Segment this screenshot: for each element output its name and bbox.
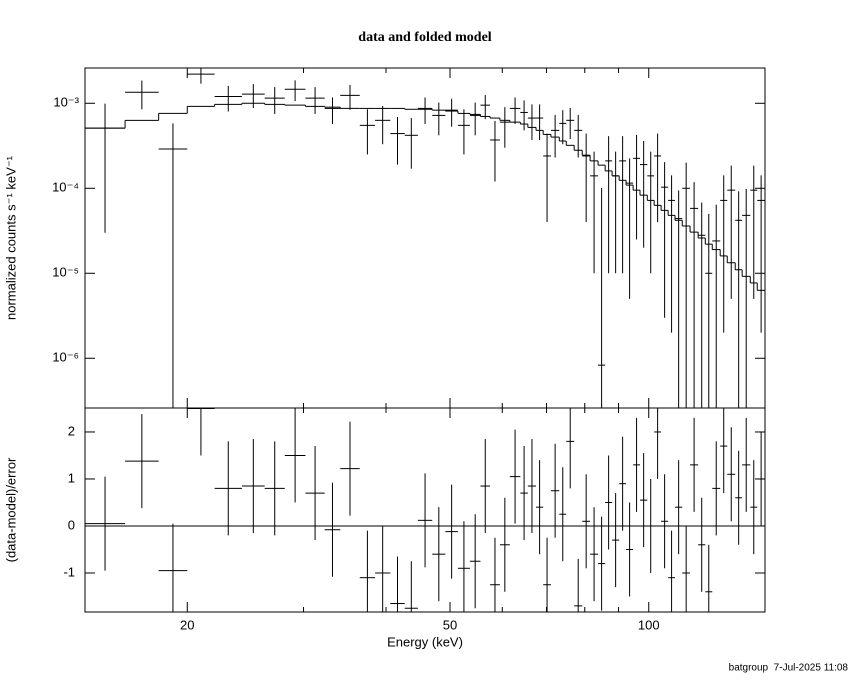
residual-y-tick-label: 1	[68, 470, 75, 485]
y-axis-label: normalized counts s⁻¹ keV⁻¹	[3, 155, 18, 320]
y-tick-label: 10⁻⁵	[52, 265, 79, 280]
y-tick-label: 10⁻⁶	[52, 350, 79, 365]
x-tick-label: 100	[638, 617, 660, 632]
chart-title: data and folded model	[358, 30, 492, 45]
x-axis-label: Energy (keV)	[387, 634, 463, 649]
x-tick-label: 50	[443, 617, 457, 632]
footer: batgroup 7-Jul-2025 11:08	[729, 663, 849, 674]
x-tick-label: 20	[180, 617, 194, 632]
residual-panel	[85, 408, 765, 612]
residual-axis-label: (data-model)/error	[3, 457, 18, 562]
residual-y-tick-label: -1	[63, 564, 75, 579]
spectrum-panel	[85, 68, 765, 408]
residual-y-tick-label: 0	[68, 517, 75, 532]
bottom-frame	[84, 407, 766, 613]
y-tick-label: 10⁻⁴	[52, 180, 79, 195]
y-tick-label: 10⁻³	[53, 95, 79, 110]
residual-y-tick-label: 2	[68, 423, 75, 438]
